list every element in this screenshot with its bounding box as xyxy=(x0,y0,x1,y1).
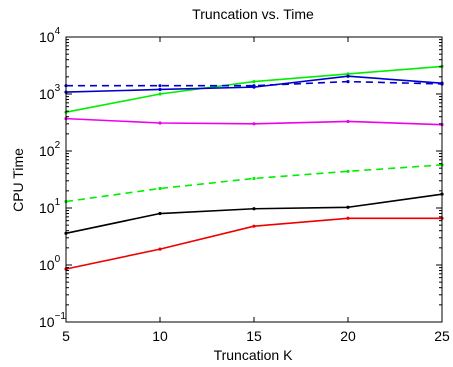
data-point xyxy=(252,80,256,84)
series-line-1 xyxy=(65,65,443,113)
x-tick-label: 15 xyxy=(246,328,262,344)
data-point xyxy=(252,176,256,181)
y-tick-label: 100 xyxy=(39,254,61,273)
data-point xyxy=(346,216,350,220)
data-point xyxy=(158,92,162,96)
data-point xyxy=(346,80,350,84)
data-point xyxy=(158,247,162,251)
plot-lines xyxy=(65,65,443,270)
series-line-5 xyxy=(65,164,443,203)
data-point xyxy=(252,207,256,211)
data-point xyxy=(158,84,162,88)
y-tick-exponent: −1 xyxy=(55,311,67,322)
data-point xyxy=(158,121,162,125)
y-tick-label: 101 xyxy=(39,197,61,216)
x-axis: 5 10 15 20 25 xyxy=(62,37,450,344)
y-tick-label: 104 xyxy=(39,26,61,45)
data-point xyxy=(252,85,256,89)
y-tick-exponent: 0 xyxy=(55,254,61,265)
data-point xyxy=(346,74,350,78)
y-tick-label: 102 xyxy=(39,140,61,159)
y-tick-label: 103 xyxy=(39,83,61,102)
plot-markers xyxy=(64,64,444,271)
y-tick-exponent: 4 xyxy=(55,26,61,37)
series-line-2 xyxy=(66,80,443,87)
data-point xyxy=(158,211,162,216)
x-tick-label: 5 xyxy=(62,328,70,344)
data-point xyxy=(346,205,350,209)
chart-title: Truncation vs. Time xyxy=(192,6,314,22)
y-tick-exponent: 1 xyxy=(55,197,61,208)
y-axis-label: CPU Time xyxy=(10,148,26,212)
data-point xyxy=(252,224,256,228)
y-tick-exponent: 2 xyxy=(55,140,61,151)
x-tick-label: 25 xyxy=(434,328,450,344)
data-point xyxy=(158,87,162,92)
x-axis-label: Truncation K xyxy=(214,347,294,363)
data-point xyxy=(346,72,350,76)
x-tick-label: 10 xyxy=(152,328,168,344)
y-tick-exponent: 3 xyxy=(55,83,61,94)
data-point xyxy=(252,122,256,126)
data-point xyxy=(346,169,350,173)
data-point xyxy=(158,186,162,191)
data-point xyxy=(346,119,350,124)
x-tick-label: 20 xyxy=(340,328,356,344)
